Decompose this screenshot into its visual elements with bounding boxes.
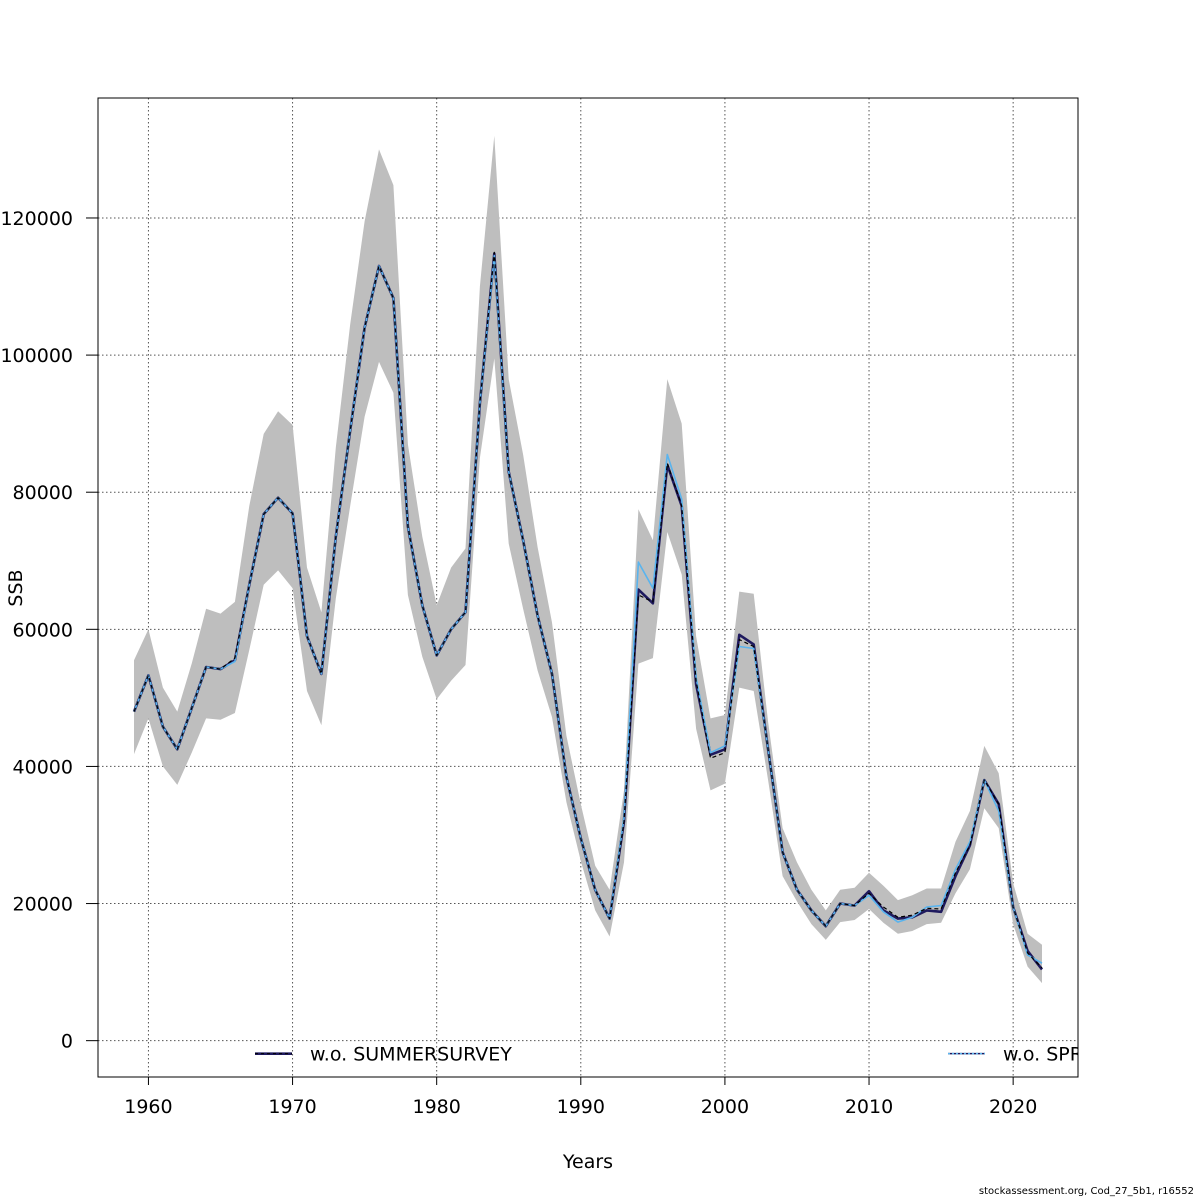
legend-label-1: w.o. SPRINGSURVEY: [1003, 1044, 1193, 1066]
x-tick-label: 2010: [845, 1096, 893, 1118]
grid: [98, 98, 1078, 1077]
confidence-band: [134, 135, 1042, 984]
x-tick-label: 1980: [412, 1096, 460, 1118]
y-tick-label: 60000: [13, 619, 73, 641]
x-axis: 1960 1970 1980 1990 2000 2010 2020: [124, 1077, 1037, 1118]
y-tick-label: 100000: [0, 345, 73, 367]
y-axis: 0 20000 40000 60000 80000 100000 120000: [0, 208, 98, 1053]
x-tick-label: 2020: [989, 1096, 1037, 1118]
x-tick-label: 2000: [701, 1096, 749, 1118]
legend-label-0: w.o. SUMMERSURVEY: [310, 1044, 512, 1066]
y-tick-label: 120000: [0, 208, 73, 230]
series-line-2: [133, 251, 1043, 969]
y-axis-title: SSB: [5, 569, 27, 606]
series-line-1: [133, 254, 1043, 964]
plot-frame: [97, 97, 1079, 1078]
y-tick-label: 80000: [13, 482, 73, 504]
x-tick-label: 1970: [268, 1096, 316, 1118]
legend: w.o. SUMMERSURVEY w.o. SPRINGSURVEY: [255, 1044, 1193, 1066]
x-tick-label: 1960: [124, 1096, 172, 1118]
y-tick-label: 0: [61, 1031, 73, 1053]
ssb-confidence-band: [134, 135, 1042, 984]
x-axis-title: Years: [562, 1151, 613, 1173]
footer-credit: stockassessment.org, Cod_27_5b1, r16552: [978, 1186, 1194, 1197]
y-tick-label: 40000: [13, 756, 73, 778]
series-lines: [132, 251, 1044, 971]
x-tick-label: 1990: [557, 1096, 605, 1118]
y-tick-label: 20000: [13, 894, 73, 916]
